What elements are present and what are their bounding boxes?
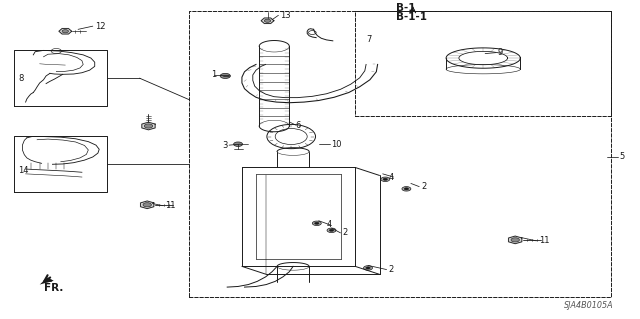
- Text: 12: 12: [95, 22, 105, 31]
- Circle shape: [364, 266, 372, 270]
- Text: 8: 8: [18, 74, 23, 83]
- Polygon shape: [59, 28, 72, 34]
- Text: 3: 3: [223, 141, 228, 150]
- Polygon shape: [141, 201, 154, 209]
- Polygon shape: [261, 18, 274, 24]
- Circle shape: [511, 238, 520, 242]
- Text: FR.: FR.: [44, 283, 63, 293]
- Text: 2: 2: [388, 265, 394, 274]
- Text: 10: 10: [332, 140, 342, 149]
- Text: 7: 7: [366, 35, 371, 44]
- Text: B-1: B-1: [396, 3, 415, 13]
- Circle shape: [366, 267, 370, 269]
- Text: 4: 4: [389, 173, 394, 182]
- Circle shape: [312, 221, 321, 226]
- Text: 11: 11: [165, 201, 175, 210]
- Text: 14: 14: [18, 166, 28, 175]
- Text: 6: 6: [296, 121, 301, 130]
- Circle shape: [327, 228, 336, 233]
- Polygon shape: [509, 236, 522, 244]
- Circle shape: [220, 73, 230, 78]
- Text: B-1-1: B-1-1: [396, 11, 426, 22]
- Circle shape: [402, 187, 411, 191]
- Text: SJA4B0105A: SJA4B0105A: [563, 301, 613, 310]
- Circle shape: [404, 188, 409, 190]
- Text: 9: 9: [498, 48, 503, 57]
- Circle shape: [143, 203, 152, 207]
- Circle shape: [62, 30, 68, 33]
- Polygon shape: [142, 122, 155, 130]
- Text: 11: 11: [539, 236, 549, 245]
- Circle shape: [381, 177, 390, 182]
- Text: 1: 1: [211, 70, 216, 79]
- Text: 13: 13: [280, 11, 291, 20]
- Polygon shape: [40, 278, 54, 285]
- Circle shape: [314, 222, 319, 225]
- Circle shape: [144, 124, 153, 128]
- Text: 5: 5: [620, 152, 625, 161]
- Text: 4: 4: [326, 220, 332, 229]
- Text: 2: 2: [342, 228, 348, 237]
- Circle shape: [234, 142, 243, 146]
- Circle shape: [329, 229, 334, 232]
- Circle shape: [383, 178, 388, 181]
- Circle shape: [264, 19, 271, 22]
- Text: 2: 2: [421, 182, 426, 191]
